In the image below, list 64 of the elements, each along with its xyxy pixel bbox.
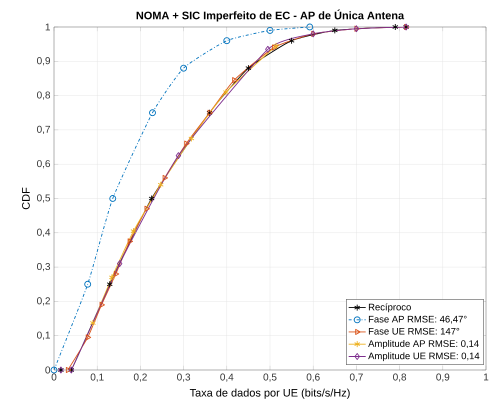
- legend-label: Recíproco: [368, 303, 411, 312]
- point: [106, 280, 113, 288]
- point: [90, 320, 96, 326]
- point: [114, 270, 120, 277]
- point: [144, 206, 150, 212]
- point: [116, 260, 122, 268]
- y-tick-label: 0,3: [37, 262, 50, 272]
- point: [50, 366, 58, 374]
- x-tick-label: 0,8: [393, 374, 406, 382]
- x-tick-label: 1: [484, 374, 488, 380]
- point: [149, 109, 156, 116]
- y-tick-label: 0,8: [37, 91, 50, 100]
- point: [288, 37, 295, 44]
- legend-label: Amplitude AP RMSE: 0,14: [368, 340, 479, 349]
- y-tick-label: 0,4: [37, 228, 50, 237]
- x-tick-label: 0,6: [306, 374, 320, 382]
- x-tick-label: 0,4: [220, 374, 234, 382]
- point: [108, 274, 115, 281]
- x-tick-label: 0,1: [90, 374, 104, 382]
- x-tick-label: 0,2: [134, 374, 147, 382]
- point: [188, 135, 194, 142]
- y-tick-label: 0,5: [37, 194, 50, 203]
- y-tick-label: 0,1: [37, 332, 50, 340]
- y-tick-label: 0: [45, 366, 50, 374]
- x-tick-label: 0,5: [263, 374, 277, 382]
- point: [222, 88, 229, 96]
- y-tick-label: 0,7: [37, 126, 50, 134]
- point: [86, 334, 92, 340]
- point: [266, 26, 274, 34]
- point: [273, 42, 280, 50]
- point: [245, 64, 252, 72]
- point: [100, 302, 105, 308]
- point: [128, 238, 134, 244]
- point: [130, 228, 137, 235]
- point: [272, 44, 278, 51]
- point: [392, 24, 398, 30]
- x-tick-label: 0,3: [177, 374, 190, 382]
- legend-label: Fase UE RMSE: 147°: [368, 328, 460, 335]
- x-tick-label: 0,7: [350, 374, 363, 382]
- point: [162, 174, 168, 181]
- point: [158, 181, 164, 188]
- chart-title: NOMA + SIC Imperfeito de EC - AP de Única Antena: [136, 10, 404, 22]
- point: [265, 46, 271, 53]
- point: [180, 64, 188, 72]
- point: [184, 140, 190, 147]
- x-axis-title: Taxa de dados por UE (bits/s/Hz): [190, 388, 350, 399]
- point: [109, 195, 116, 202]
- y-tick-label: 0,9: [37, 57, 50, 66]
- legend-label: Amplitude UE RMSE: 0,14: [368, 352, 480, 362]
- y-axis-title: CDF: [22, 188, 30, 210]
- point: [84, 280, 92, 288]
- point: [223, 37, 230, 44]
- legend-label: Fase AP RMSE: 46,47°: [368, 316, 467, 324]
- x-tick-label: 0: [52, 374, 56, 381]
- point: [148, 195, 155, 202]
- x-tick-label: 0,9: [436, 374, 450, 382]
- point: [232, 77, 238, 84]
- point: [306, 24, 314, 30]
- y-tick-label: 0,2: [37, 297, 50, 306]
- y-tick-label: 1: [46, 24, 50, 30]
- point: [66, 366, 72, 374]
- point: [332, 26, 338, 34]
- y-tick-label: 0,6: [37, 160, 50, 168]
- point: [176, 152, 182, 160]
